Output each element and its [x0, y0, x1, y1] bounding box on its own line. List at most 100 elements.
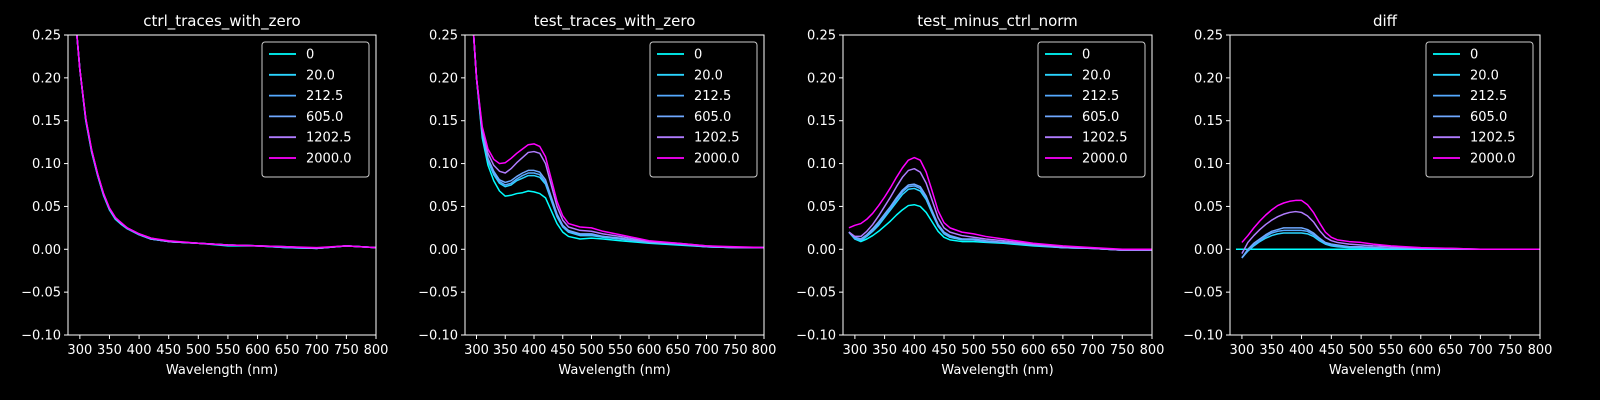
- series-line-212.5: [1241, 229, 1540, 259]
- y-tick-label: 0.05: [1194, 200, 1223, 215]
- series-line-605.0: [848, 183, 1152, 251]
- x-tick-label: 550: [1379, 343, 1404, 358]
- y-tick-label: 0.15: [1194, 114, 1223, 129]
- y-tick-label: −0.10: [418, 329, 458, 344]
- legend-label: 212.5: [694, 89, 731, 104]
- x-tick-label: 450: [932, 343, 957, 358]
- legend-label: 605.0: [306, 110, 343, 125]
- x-tick-label: 650: [1438, 343, 1463, 358]
- y-tick-label: 0.20: [32, 71, 61, 86]
- y-tick-label: 0.15: [807, 114, 836, 129]
- chart-title: ctrl_traces_with_zero: [143, 12, 300, 31]
- x-tick-label: 750: [723, 343, 748, 358]
- series-line-2000.0: [848, 156, 1152, 251]
- y-tick-label: 0.05: [429, 200, 458, 215]
- series-line-1202.5: [1241, 210, 1540, 254]
- x-tick-label: 300: [67, 343, 92, 358]
- x-tick-label: 500: [579, 343, 604, 358]
- x-tick-label: 550: [608, 343, 633, 358]
- x-tick-label: 550: [991, 343, 1016, 358]
- legend-label: 605.0: [1082, 110, 1119, 125]
- chart-panel-3: 300 350 400 450 500 550 600 650 700 750 800 −0.10 −0…: [796, 12, 1164, 378]
- legend: 0 20.0 212.5 605.0 1202.5 2000.0: [261, 41, 370, 178]
- series-lines: [848, 156, 1152, 251]
- y-tick-label: 0.10: [1194, 157, 1223, 172]
- y-tick-label: −0.10: [21, 329, 61, 344]
- legend-label: 0: [1470, 48, 1478, 63]
- chart-title: test_traces_with_zero: [534, 12, 696, 31]
- x-tick-label: 550: [216, 343, 241, 358]
- legend-label: 2000.0: [306, 152, 352, 167]
- plot-frame: [842, 34, 1153, 336]
- x-axis-label: Wavelength (nm): [166, 363, 278, 378]
- plot-frame: [1229, 34, 1541, 336]
- legend-label: 0: [306, 48, 314, 63]
- legend-box: [261, 41, 370, 178]
- y-tick-label: 0.20: [429, 71, 458, 86]
- series-line-0: [848, 203, 1152, 251]
- x-tick-label: 500: [186, 343, 211, 358]
- y-tick-label: 0.05: [807, 200, 836, 215]
- chart-title: diff: [1373, 12, 1398, 30]
- x-tick-label: 600: [245, 343, 270, 358]
- legend-label: 212.5: [306, 89, 343, 104]
- legend-label: 2000.0: [694, 152, 740, 167]
- y-tick-label: 0.10: [807, 157, 836, 172]
- x-tick-label: 400: [902, 343, 927, 358]
- y-tick-label: 0.00: [1194, 243, 1223, 258]
- x-tick-label: 350: [97, 343, 122, 358]
- series-line-2000.0: [1241, 199, 1540, 251]
- x-tick-label: 450: [156, 343, 181, 358]
- x-axis-label: Wavelength (nm): [941, 363, 1053, 378]
- legend-label: 212.5: [1470, 89, 1507, 104]
- x-tick-label: 500: [961, 343, 986, 358]
- legend-label: 1202.5: [1082, 131, 1128, 146]
- x-tick-label: 400: [522, 343, 547, 358]
- plot-frame: [464, 34, 765, 336]
- x-tick-label: 700: [1080, 343, 1105, 358]
- legend: 0 20.0 212.5 605.0 1202.5 2000.0: [1037, 41, 1146, 178]
- y-tick-label: 0.00: [429, 243, 458, 258]
- legend-label: 20.0: [306, 68, 335, 83]
- y-tick-label: 0.20: [807, 71, 836, 86]
- chart-title: test_minus_ctrl_norm: [917, 12, 1078, 31]
- legend-label: 20.0: [1082, 68, 1111, 83]
- legend-label: 605.0: [694, 110, 731, 125]
- series-lines: [472, 35, 764, 249]
- x-tick-label: 750: [334, 343, 359, 358]
- chart-panel-2: 300 350 400 450 500 550 600 650 700 750 800−0.10−0…: [418, 12, 776, 378]
- series-line-0: [472, 35, 764, 249]
- series-lines: [76, 35, 376, 250]
- chart-panel-4: 300 350 400 450 500 550 600 650 700 750 800 −0.10 −0…: [1183, 12, 1552, 378]
- y-tick-label: 0.10: [429, 157, 458, 172]
- x-tick-label: 700: [1468, 343, 1493, 358]
- x-tick-label: 450: [1319, 343, 1344, 358]
- y-tick-label: 0.05: [32, 200, 61, 215]
- x-tick-label: 650: [275, 343, 300, 358]
- series-line-605.0: [472, 35, 764, 249]
- x-tick-label: 300: [1230, 343, 1255, 358]
- legend-label: 1202.5: [1470, 131, 1516, 146]
- series-line-1202.5: [848, 167, 1152, 251]
- y-tick-label: 0.25: [807, 29, 836, 44]
- x-tick-label: 350: [872, 343, 897, 358]
- x-axis-label: Wavelength (nm): [1329, 363, 1441, 378]
- y-tick-label: −0.10: [796, 329, 836, 344]
- legend-label: 20.0: [694, 68, 723, 83]
- x-tick-label: 300: [842, 343, 867, 358]
- x-tick-label: 500: [1349, 343, 1374, 358]
- series-line-2000.0: [76, 35, 376, 249]
- x-tick-label: 800: [752, 343, 777, 358]
- y-tick-label: 0.15: [429, 114, 458, 129]
- plot-frame: [67, 34, 377, 336]
- y-tick-label: 0.00: [807, 243, 836, 258]
- x-tick-label: 650: [665, 343, 690, 358]
- y-tick-label: −0.05: [418, 286, 458, 301]
- legend: 0 20.0 212.5 605.0 1202.5 2000.0: [1425, 41, 1534, 178]
- legend-label: 1202.5: [694, 131, 740, 146]
- y-tick-label: −0.10: [1183, 329, 1223, 344]
- legend-label: 1202.5: [306, 131, 352, 146]
- legend-label: 2000.0: [1470, 152, 1516, 167]
- legend-label: 212.5: [1082, 89, 1119, 104]
